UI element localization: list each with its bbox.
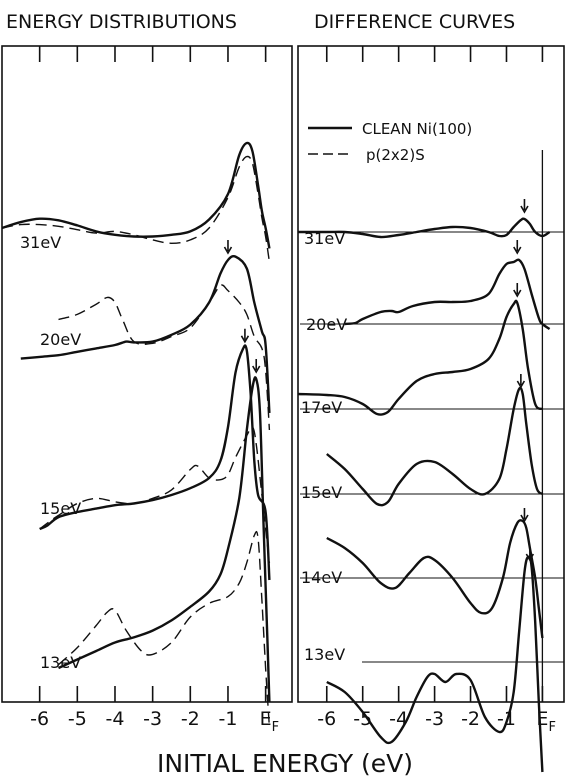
curve-label: 13eV xyxy=(304,645,345,664)
left-tick-label: -3 xyxy=(143,708,162,730)
curve-dashed xyxy=(58,530,271,728)
curve-dashed xyxy=(39,426,271,564)
curve-solid xyxy=(326,519,544,639)
curve-label: 14eV xyxy=(301,568,342,587)
curve-dashed xyxy=(1,155,271,263)
x-axis-title: INITIAL ENERGY (eV) xyxy=(157,749,413,778)
left-tick-label: -1 xyxy=(218,708,237,730)
peak-arrow-icon xyxy=(240,328,250,344)
curve-solid xyxy=(1,141,271,249)
curve-solid xyxy=(58,376,271,703)
curve-solid xyxy=(20,254,271,414)
peak-arrow-icon xyxy=(513,283,522,298)
curve-solid xyxy=(297,299,544,416)
curve-solid xyxy=(344,258,551,331)
right-tick-label: -6 xyxy=(317,708,336,730)
right-tick-label: -5 xyxy=(353,708,372,730)
curve-label: 17eV xyxy=(301,398,342,417)
curve-solid xyxy=(326,555,544,773)
curve-label: 15eV xyxy=(301,483,342,502)
left-tick-label: -5 xyxy=(68,708,87,730)
curve-label: 20eV xyxy=(306,315,347,334)
peak-arrow-icon xyxy=(516,374,526,389)
left-panel-frame xyxy=(1,45,293,703)
right-tick-label: -3 xyxy=(425,708,444,730)
peak-arrow-icon xyxy=(520,508,529,523)
curve-solid xyxy=(297,217,551,239)
curve-label: 31eV xyxy=(20,233,61,252)
right-tick-label: -2 xyxy=(461,708,480,730)
right-curves: 31eV 20eV 17eV 15eV 14eV 13eV xyxy=(297,199,564,773)
curve-solid xyxy=(39,344,271,581)
peak-arrow-icon xyxy=(525,547,535,562)
peak-arrow-icon xyxy=(223,240,233,255)
right-panel-frame xyxy=(297,45,565,703)
left-curves: 31eV 20eV 15eV 13eV xyxy=(1,141,271,728)
legend: CLEAN Ni(100) p(2x2)S xyxy=(308,120,472,164)
curve-solid xyxy=(326,386,544,507)
legend-solid-label: CLEAN Ni(100) xyxy=(362,120,472,138)
left-tick-label: -4 xyxy=(106,708,125,730)
left-panel-title: ENERGY DISTRIBUTIONS xyxy=(6,11,237,33)
left-tick-label: -2 xyxy=(181,708,200,730)
legend-dashed-label: p(2x2)S xyxy=(366,146,425,164)
left-tick-label: -6 xyxy=(30,708,49,730)
curve-dashed xyxy=(58,284,271,431)
peak-arrow-icon xyxy=(513,240,522,255)
curve-label: 31eV xyxy=(304,229,345,248)
peak-arrow-icon xyxy=(252,359,261,374)
peak-arrow-icon xyxy=(520,199,529,214)
curve-label: 13eV xyxy=(40,653,81,672)
right-panel-title: DIFFERENCE CURVES xyxy=(314,11,515,33)
curve-label: 15eV xyxy=(40,499,81,518)
right-tick-label: -4 xyxy=(389,708,408,730)
curve-label: 20eV xyxy=(40,330,81,349)
